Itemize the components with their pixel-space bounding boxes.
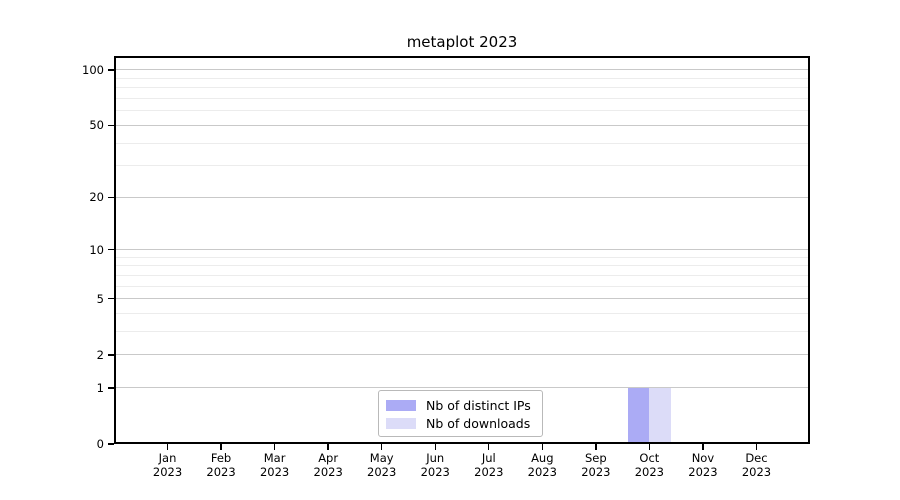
x-axis-layer: Jan 2023 Feb 2023 Mar 2023 Apr 2023 May 2023 Jun 20… xyxy=(114,56,810,479)
y-gridline-minor xyxy=(114,331,810,333)
y-tick xyxy=(108,196,114,198)
legend: Nb of distinct IPs Nb of downloads xyxy=(378,390,543,437)
y-gridline-major xyxy=(114,124,810,126)
plot-area: 0 1 2 5 10 20 50 100 Jan 2023 Feb 2023 Mar 2023 Apr 20… xyxy=(82,56,810,479)
y-tick-label: 5 xyxy=(96,291,104,306)
x-tick xyxy=(273,444,276,450)
y-gridline-major xyxy=(114,354,810,356)
x-tick xyxy=(327,444,329,450)
y-gridline-minor xyxy=(114,274,810,276)
plot-spine-bottom xyxy=(114,442,810,444)
y-tick-label: 1 xyxy=(96,380,104,395)
x-tick xyxy=(434,444,436,450)
x-tick-label: May 2023 xyxy=(367,451,397,479)
y-tick xyxy=(108,69,114,71)
y-gridline-minor xyxy=(114,165,810,167)
plot-spine-right xyxy=(808,56,810,444)
legend-entry: Nb of downloads xyxy=(386,414,535,432)
y-gridline-major xyxy=(114,196,810,198)
legend-swatch-distinct-ips xyxy=(386,399,416,411)
x-tick xyxy=(166,444,169,450)
x-tick xyxy=(541,444,543,450)
chart-title: metaplot 2023 xyxy=(406,33,518,51)
x-tick xyxy=(755,444,758,450)
y-tick xyxy=(108,124,114,127)
x-tick-label: Jul 2023 xyxy=(474,451,504,479)
y-tick-label: 100 xyxy=(82,62,104,77)
x-tick-label: Nov 2023 xyxy=(688,451,718,479)
grid-layer xyxy=(114,56,810,444)
y-tick xyxy=(108,248,114,251)
x-tick-label: Sep 2023 xyxy=(581,451,611,479)
x-tick xyxy=(488,444,490,450)
y-tick-label: 50 xyxy=(89,118,104,133)
x-tick xyxy=(648,444,651,450)
x-tick-label: Jun 2023 xyxy=(420,451,450,479)
x-tick-label: Mar 2023 xyxy=(259,451,290,479)
y-gridline-minor xyxy=(114,142,810,144)
bar xyxy=(649,387,671,444)
y-gridline-minor xyxy=(114,98,810,100)
y-tick xyxy=(108,443,114,445)
y-gridline-minor xyxy=(114,265,810,267)
y-gridline-minor xyxy=(114,285,810,287)
x-tick-label: Jan 2023 xyxy=(152,451,183,479)
legend-label-downloads: Nb of downloads xyxy=(426,415,531,431)
x-tick xyxy=(380,444,383,450)
y-gridline-minor xyxy=(114,77,810,79)
y-tick-label: 2 xyxy=(96,347,104,362)
x-tick xyxy=(702,444,704,450)
y-gridline-minor xyxy=(114,256,810,258)
bar xyxy=(627,387,650,444)
x-tick xyxy=(595,444,597,450)
y-gridline-major xyxy=(114,387,810,389)
x-tick-label: Oct 2023 xyxy=(634,451,665,479)
x-tick-label: Apr 2023 xyxy=(313,451,343,479)
x-tick-label: Feb 2023 xyxy=(206,451,236,479)
bars-layer xyxy=(114,56,810,444)
legend-swatch-downloads xyxy=(386,417,416,429)
y-tick-label: 0 xyxy=(96,437,104,451)
x-tick-label: Dec 2023 xyxy=(741,451,772,479)
legend-entry: Nb of distinct IPs xyxy=(386,396,535,414)
y-tick xyxy=(108,354,114,356)
x-tick-label: Aug 2023 xyxy=(527,451,557,479)
plot-spine-left xyxy=(114,56,116,444)
y-tick-label: 20 xyxy=(89,190,104,205)
y-gridline-minor xyxy=(114,110,810,112)
y-gridline-minor xyxy=(114,87,810,89)
y-tick-label: 10 xyxy=(89,242,104,257)
y-tick xyxy=(108,387,114,389)
y-tick xyxy=(108,298,114,300)
y-gridline-minor xyxy=(114,313,810,315)
y-axis-layer: 0 1 2 5 10 20 50 100 xyxy=(82,56,810,451)
x-tick xyxy=(220,444,222,450)
legend-label-distinct-ips: Nb of distinct IPs xyxy=(426,397,531,413)
y-gridline-major xyxy=(114,298,810,300)
plot-spine-top xyxy=(114,56,810,58)
y-gridline-major xyxy=(114,69,810,71)
y-gridline-major xyxy=(114,249,810,251)
